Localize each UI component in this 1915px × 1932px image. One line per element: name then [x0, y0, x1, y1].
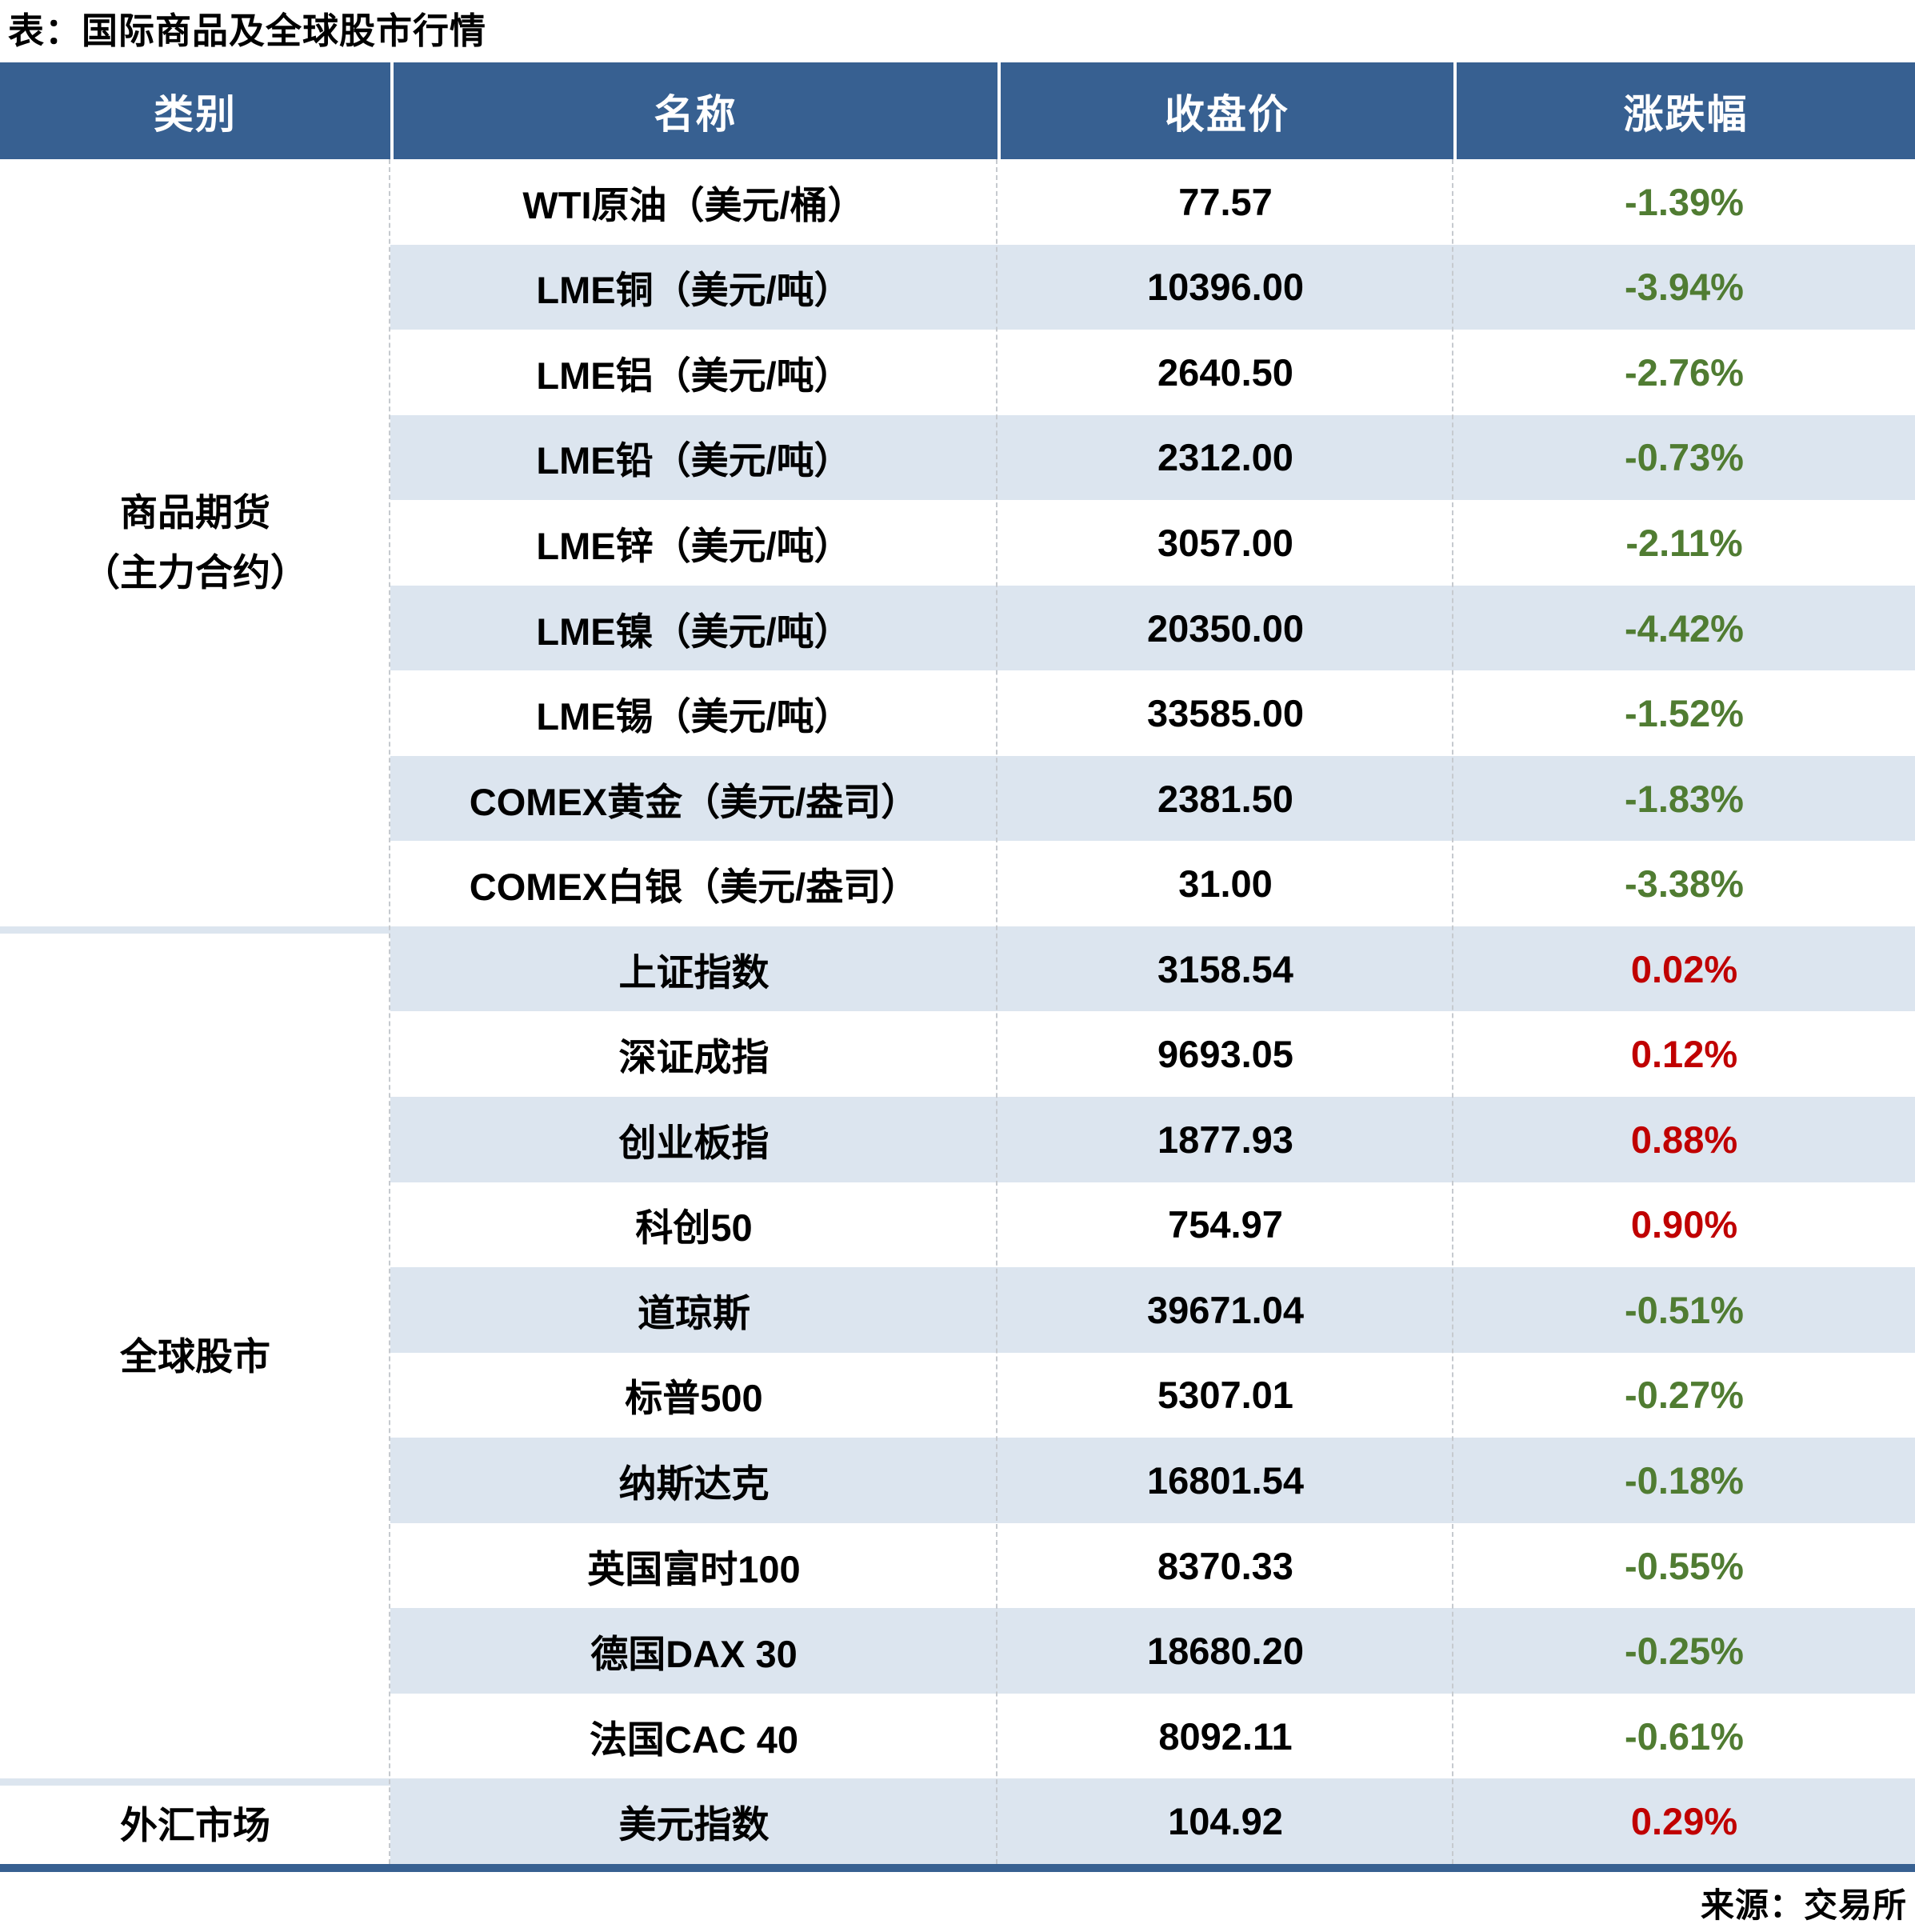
change-cell: 0.12%: [1630, 1033, 1738, 1076]
header-category: 类别: [154, 91, 237, 137]
change-cell: -0.55%: [1625, 1544, 1744, 1587]
close-cell: 2640.50: [1157, 350, 1293, 394]
change-cell: -0.18%: [1625, 1458, 1744, 1502]
name-cell: 创业板指: [618, 1121, 770, 1164]
close-cell: 1877.93: [1157, 1118, 1293, 1161]
name-cell: 道琼斯: [638, 1291, 750, 1334]
change-cell: -0.73%: [1625, 436, 1744, 479]
close-cell: 39671.04: [1146, 1288, 1305, 1331]
category-label: （主力合约）: [82, 551, 308, 594]
category-label: 全球股市: [120, 1334, 270, 1378]
close-cell: 18680.20: [1146, 1630, 1305, 1673]
close-cell: 2381.50: [1157, 777, 1293, 820]
change-cell: 0.90%: [1630, 1203, 1738, 1246]
close-cell: 8092.11: [1158, 1714, 1293, 1758]
change-cell: -3.38%: [1625, 862, 1744, 906]
close-cell: 104.92: [1168, 1800, 1283, 1843]
close-cell: 20350.00: [1146, 606, 1305, 650]
name-cell: 标普500: [625, 1377, 763, 1420]
close-cell: 754.97: [1168, 1203, 1283, 1246]
name-cell: LME镍（美元/吨）: [536, 610, 852, 653]
change-cell: -0.51%: [1625, 1288, 1744, 1331]
change-cell: -2.76%: [1625, 350, 1744, 394]
name-cell: LME锡（美元/吨）: [536, 695, 852, 738]
change-cell: -1.52%: [1625, 692, 1744, 735]
close-cell: 10396.00: [1146, 266, 1305, 309]
change-cell: 0.02%: [1630, 947, 1738, 990]
page-title: 表：国际商品及全球股市行情: [8, 10, 487, 51]
table-header-row: 类别 名称 收盘价 涨跌幅: [0, 62, 1915, 159]
change-cell: -2.11%: [1625, 521, 1743, 564]
name-cell: 英国富时100: [587, 1547, 801, 1590]
change-cell: 0.29%: [1630, 1800, 1738, 1843]
change-cell: -4.42%: [1625, 606, 1744, 650]
change-cell: -1.39%: [1625, 180, 1744, 223]
close-cell: 9693.05: [1157, 1033, 1293, 1076]
change-cell: -0.27%: [1625, 1374, 1744, 1417]
change-cell: -1.83%: [1625, 777, 1744, 820]
table-body: WTI原油（美元/桶） 77.57 -1.39% LME铜（美元/吨） 10396.00…: [0, 159, 1915, 1864]
market-table: 类别 名称 收盘价 涨跌幅 WTI原油（美元/桶） 77.57 -1.39% LME铜…: [0, 62, 1915, 1872]
change-cell: -0.25%: [1625, 1630, 1744, 1673]
change-cell: -0.61%: [1625, 1714, 1744, 1758]
name-cell: LME锌（美元/吨）: [536, 524, 852, 567]
table-bottom-bar: [0, 1864, 1915, 1872]
category-label: 商品期货: [120, 491, 270, 534]
name-cell: 上证指数: [618, 950, 770, 994]
header-name: 名称: [390, 62, 997, 159]
close-cell: 77.57: [1178, 180, 1273, 223]
name-cell: LME铝（美元/吨）: [536, 354, 852, 397]
category-merged-cell: 商品期货 （主力合约）: [0, 159, 390, 926]
close-cell: 31.00: [1178, 862, 1273, 906]
name-cell: 法国CAC 40: [589, 1718, 799, 1761]
name-cell: LME铜（美元/吨）: [536, 269, 852, 312]
column-divider: [1452, 159, 1453, 1864]
name-cell: COMEX黄金（美元/盎司）: [469, 780, 919, 823]
name-cell: LME铅（美元/吨）: [536, 439, 852, 482]
close-cell: 2312.00: [1157, 436, 1293, 479]
name-cell: 深证成指: [618, 1036, 770, 1079]
category-merged-cell: 全球股市: [0, 933, 390, 1779]
close-cell: 3158.54: [1157, 947, 1293, 990]
source-note: 来源：交易所: [1700, 1886, 1907, 1924]
name-cell: COMEX白银（美元/盎司）: [469, 866, 919, 909]
header-close: 收盘价: [997, 62, 1453, 159]
close-cell: 33585.00: [1146, 692, 1305, 735]
category-merged-cell: 外汇市场: [0, 1786, 390, 1864]
name-cell: 纳斯达克: [618, 1462, 770, 1505]
name-cell: 德国DAX 30: [590, 1633, 798, 1676]
name-cell: 美元指数: [618, 1803, 770, 1846]
change-cell: -3.94%: [1625, 266, 1744, 309]
name-cell: WTI原油（美元/桶）: [522, 183, 866, 226]
column-divider: [389, 159, 390, 1864]
header-change: 涨跌幅: [1453, 62, 1915, 159]
close-cell: 8370.33: [1157, 1544, 1293, 1587]
category-label: 外汇市场: [120, 1803, 270, 1846]
close-cell: 5307.01: [1157, 1374, 1293, 1417]
close-cell: 16801.54: [1146, 1458, 1305, 1502]
close-cell: 3057.00: [1157, 521, 1293, 564]
column-divider: [996, 159, 997, 1864]
change-cell: 0.88%: [1630, 1118, 1738, 1161]
name-cell: 科创50: [635, 1206, 753, 1250]
